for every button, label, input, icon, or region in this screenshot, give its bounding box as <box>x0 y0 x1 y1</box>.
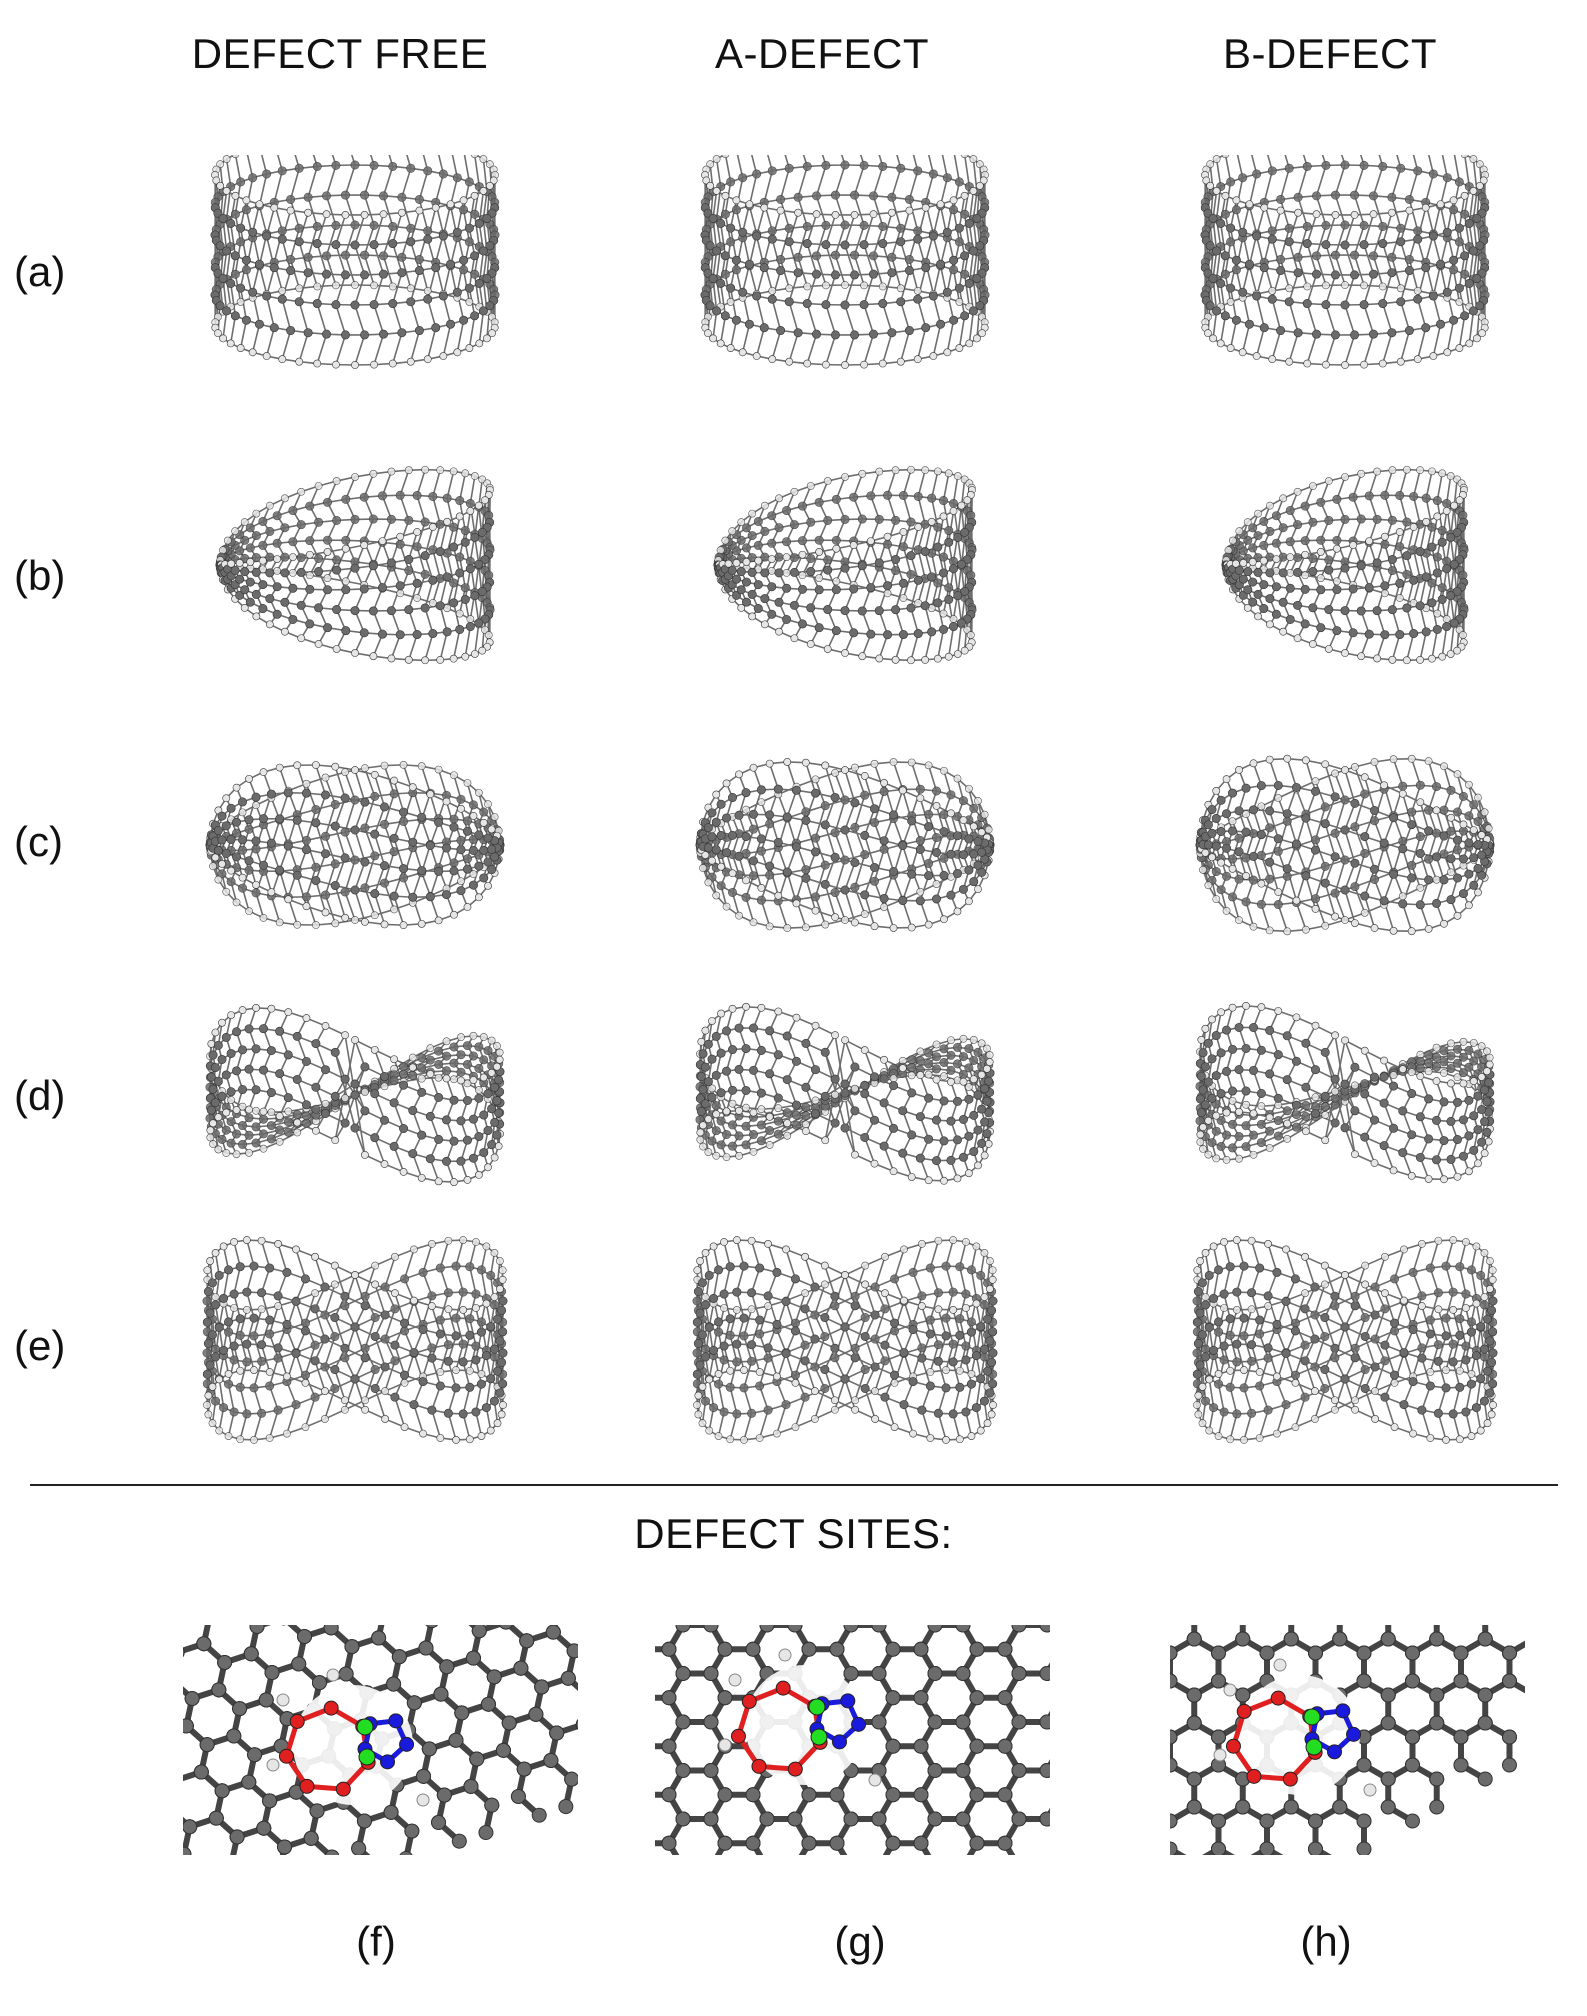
column-header-a-defect: A-DEFECT <box>715 30 929 77</box>
molecule-image-row-1-col-1 <box>190 155 520 385</box>
molecule-image-row-3-col-2 <box>680 730 1010 960</box>
molecule-image-row-1-col-2 <box>680 155 1010 385</box>
molecule-image-row-5-col-1 <box>190 1225 520 1455</box>
site-label-h: (h) <box>1300 1918 1352 1965</box>
row-label-d: (d) <box>14 1072 66 1119</box>
molecule-image-row-3-col-3 <box>1180 730 1510 960</box>
defect-site-h-image <box>1170 1625 1525 1855</box>
column-header-defect-free: DEFECT FREE <box>191 30 489 77</box>
molecule-image-row-4-col-3 <box>1180 980 1510 1210</box>
row-label-a: (a) <box>14 248 66 295</box>
section-divider <box>30 1484 1558 1486</box>
molecule-image-row-4-col-2 <box>680 980 1010 1210</box>
site-label-f: (f) <box>356 1918 396 1965</box>
molecule-image-row-3-col-1 <box>190 730 520 960</box>
column-header-b-defect: B-DEFECT <box>1223 30 1437 77</box>
molecule-image-row-5-col-2 <box>680 1225 1010 1455</box>
molecule-image-row-2-col-1 <box>190 440 520 670</box>
row-label-e: (e) <box>14 1322 66 1369</box>
row-label-b: (b) <box>14 552 66 599</box>
molecule-image-row-2-col-2 <box>680 440 1010 670</box>
molecule-image-row-2-col-3 <box>1180 440 1510 670</box>
molecule-image-row-5-col-3 <box>1180 1225 1510 1455</box>
defect-sites-title: DEFECT SITES: <box>634 1510 953 1557</box>
defect-site-f-image <box>183 1625 578 1855</box>
row-label-c: (c) <box>14 818 63 865</box>
molecule-image-row-4-col-1 <box>190 980 520 1210</box>
defect-site-g-image <box>655 1625 1050 1855</box>
molecule-image-row-1-col-3 <box>1180 155 1510 385</box>
site-label-g: (g) <box>834 1918 886 1965</box>
